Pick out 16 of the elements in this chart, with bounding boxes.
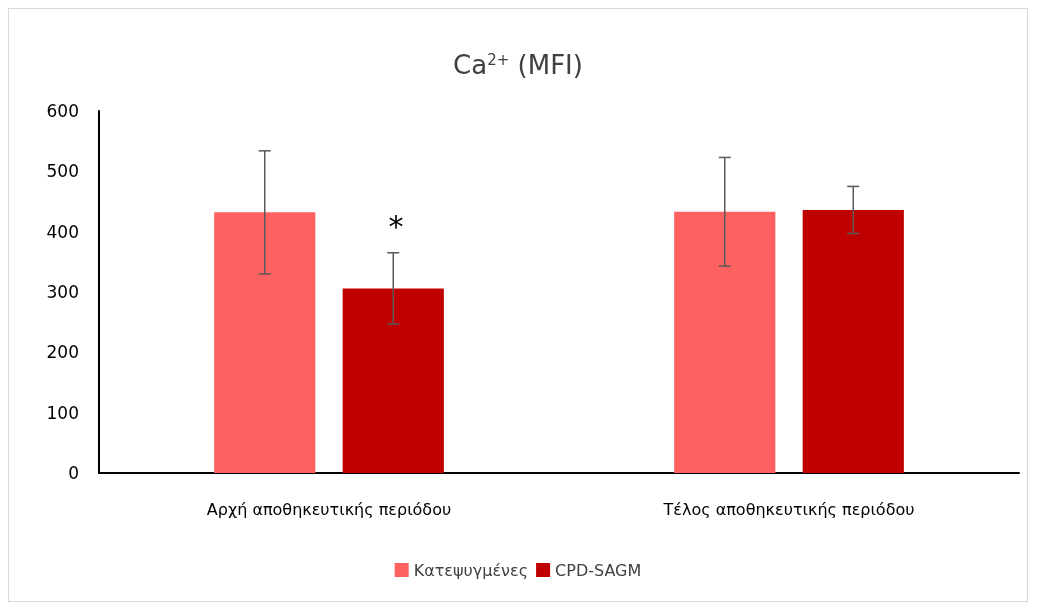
x-tick-label: Τέλος αποθηκευτικής περιόδου: [662, 499, 915, 519]
x-tick-label: Αρχή αποθηκευτικής περιόδου: [206, 499, 452, 519]
legend-label: Κατεψυγμένες: [413, 560, 529, 580]
bar: [674, 211, 776, 473]
y-tick-label: 500: [46, 161, 79, 182]
y-tick-label: 400: [46, 221, 79, 242]
y-tick-label: 100: [46, 402, 79, 423]
y-tick-label: 300: [46, 282, 79, 302]
annotation: *: [388, 208, 404, 244]
bar: [342, 288, 444, 473]
y-tick-label: 200: [46, 342, 79, 363]
bar: [214, 212, 316, 473]
y-tick-label: 0: [68, 463, 79, 483]
y-tick-label: 600: [46, 101, 79, 121]
bar: [802, 209, 904, 473]
legend-label: CPD-SAGM: [555, 560, 642, 580]
